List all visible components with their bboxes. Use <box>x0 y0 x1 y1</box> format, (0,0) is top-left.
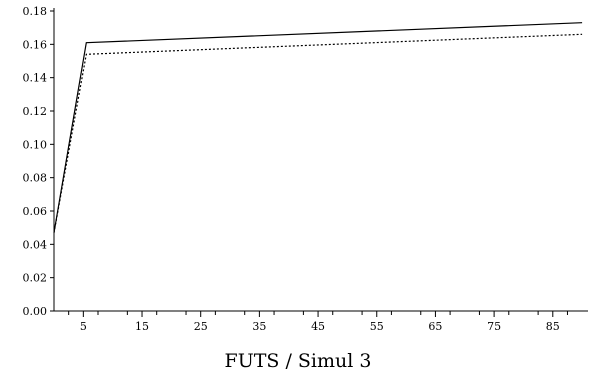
x-tick-label: 5 <box>80 320 87 333</box>
y-tick-label: 0.12 <box>23 105 48 118</box>
series-line-1 <box>53 22 583 233</box>
y-tick-label: 0.10 <box>23 138 48 151</box>
y-tick-label: 0.18 <box>23 5 48 18</box>
series-line-2 <box>53 33 583 233</box>
x-tick-label: 65 <box>428 320 442 333</box>
tick-labels: 0.00 0.02 0.04 0.06 0.08 0.10 0.12 0.14 0.16 0.18… <box>23 5 560 333</box>
y-tick-label: 0.16 <box>23 38 48 51</box>
y-tick-label: 0.08 <box>23 172 48 185</box>
x-tick-label: 45 <box>311 320 325 333</box>
y-tick-label: 0.00 <box>23 305 48 318</box>
x-tick-label: 35 <box>252 320 266 333</box>
y-tick-label: 0.02 <box>23 272 48 285</box>
x-tick-label: 15 <box>135 320 149 333</box>
y-tick-label: 0.06 <box>23 205 48 218</box>
x-tick-label: 25 <box>194 320 208 333</box>
series-group <box>53 22 583 233</box>
x-tick-label: 85 <box>546 320 560 333</box>
chart-title: FUTS / Simul 3 <box>225 350 372 372</box>
axes <box>50 8 588 317</box>
x-tick-label: 55 <box>370 320 384 333</box>
x-tick-label: 75 <box>487 320 501 333</box>
y-tick-label: 0.04 <box>23 238 48 251</box>
y-tick-label: 0.14 <box>23 72 48 85</box>
